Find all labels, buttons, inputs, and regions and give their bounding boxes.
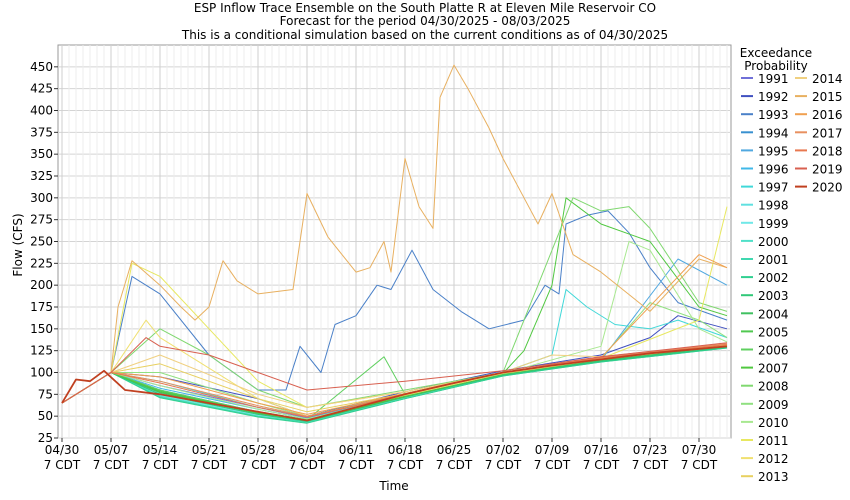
x-axis-label: Time — [378, 479, 408, 493]
series-line-2003 — [61, 346, 728, 422]
y-tick-label: 325 — [30, 169, 53, 183]
legend-label-2015: 2015 — [812, 90, 843, 104]
y-tick-label: 175 — [30, 300, 53, 314]
y-tick-label: 425 — [30, 82, 53, 96]
x-tick-label-tz: 7 CDT — [93, 458, 130, 472]
y-tick-label: 375 — [30, 125, 53, 139]
series-line-2019 — [61, 337, 728, 404]
chart-title-line-1: ESP Inflow Trace Ensemble on the South P… — [194, 1, 656, 15]
x-tick-label-date: 07/30 — [682, 443, 717, 457]
y-tick-label: 25 — [38, 431, 53, 445]
y-axis-label: Flow (CFS) — [11, 213, 25, 276]
legend-label-2012: 2012 — [758, 452, 789, 466]
x-tick-label-tz: 7 CDT — [240, 458, 277, 472]
y-tick-label: 150 — [30, 322, 53, 336]
x-tick-label-tz: 7 CDT — [632, 458, 669, 472]
x-tick-label-date: 05/28 — [241, 443, 276, 457]
y-tick-label: 300 — [30, 191, 53, 205]
chart-title-line-2: Forecast for the period 04/30/2025 - 08/… — [280, 14, 571, 28]
legend-label-2005: 2005 — [758, 325, 789, 339]
legend-label-2014: 2014 — [812, 72, 843, 86]
legend-label-1996: 1996 — [758, 163, 789, 177]
series-line-2015 — [61, 64, 728, 404]
x-tick-label-date: 05/21 — [192, 443, 227, 457]
legend-label-1998: 1998 — [758, 199, 789, 213]
x-tick-label-tz: 7 CDT — [191, 458, 228, 472]
legend: Exceedance Probability 1991 1992 1993 1994 1… — [740, 46, 843, 484]
legend-label-2020: 2020 — [812, 181, 843, 195]
series-line-2014 — [61, 343, 728, 408]
x-tick-label-date: 06/25 — [437, 443, 472, 457]
x-tick-label-tz: 7 CDT — [534, 458, 571, 472]
y-tick-label: 450 — [30, 60, 53, 74]
legend-title-line-1: Exceedance — [740, 46, 812, 60]
legend-label-1991: 1991 — [758, 72, 789, 86]
series-line-2016 — [61, 254, 728, 415]
x-tick-label-tz: 7 CDT — [142, 458, 179, 472]
legend-label-2000: 2000 — [758, 235, 789, 249]
legend-label-2018: 2018 — [812, 144, 843, 158]
legend-label-2017: 2017 — [812, 126, 843, 140]
y-tick-label: 350 — [30, 147, 53, 161]
x-tick-label-tz: 7 CDT — [485, 458, 522, 472]
y-tick-label: 250 — [30, 235, 53, 249]
legend-title-line-2: Probability — [744, 59, 807, 73]
y-tick-label: 75 — [38, 387, 53, 401]
chart-title-line-3: This is a conditional simulation based o… — [181, 28, 668, 42]
x-tick-label-tz: 7 CDT — [583, 458, 620, 472]
x-tick-label-date: 05/14 — [143, 443, 178, 457]
series-line-2011 — [61, 206, 728, 408]
x-tick-label-tz: 7 CDT — [387, 458, 424, 472]
y-axis: 25 50 75 100 125 150 175 200 225 250 275 300 325 350 3… — [30, 60, 58, 445]
x-tick-label-date: 06/04 — [290, 443, 325, 457]
legend-label-2009: 2009 — [758, 398, 789, 412]
x-tick-label-date: 07/23 — [633, 443, 668, 457]
legend-label-1995: 1995 — [758, 144, 789, 158]
legend-label-1999: 1999 — [758, 217, 789, 231]
series-line-2002 — [61, 347, 728, 424]
legend-label-2016: 2016 — [812, 108, 843, 122]
x-tick-label-date: 06/18 — [388, 443, 423, 457]
legend-label-2003: 2003 — [758, 289, 789, 303]
y-tick-label: 275 — [30, 213, 53, 227]
series-line-2020 — [61, 345, 728, 422]
x-tick-label-date: 04/30 — [45, 443, 80, 457]
legend-label-1993: 1993 — [758, 108, 789, 122]
x-tick-label-date: 07/09 — [535, 443, 570, 457]
x-tick-label-tz: 7 CDT — [338, 458, 375, 472]
legend-label-1992: 1992 — [758, 90, 789, 104]
y-tick-label: 400 — [30, 104, 53, 118]
y-tick-label: 225 — [30, 256, 53, 270]
legend-label-2004: 2004 — [758, 307, 789, 321]
y-tick-label: 50 — [38, 409, 53, 423]
y-tick-label: 100 — [30, 366, 53, 380]
legend-label-2010: 2010 — [758, 416, 789, 430]
x-tick-label-date: 07/16 — [584, 443, 619, 457]
x-tick-label-date: 05/07 — [94, 443, 129, 457]
series-line-2008 — [61, 197, 728, 408]
legend-label-2011: 2011 — [758, 434, 789, 448]
series-line-2017 — [61, 343, 728, 417]
legend-label-2019: 2019 — [812, 163, 843, 177]
x-tick-label-tz: 7 CDT — [44, 458, 81, 472]
series-group — [61, 64, 728, 424]
legend-label-2013: 2013 — [758, 470, 789, 484]
legend-label-2001: 2001 — [758, 253, 789, 267]
x-tick-label-tz: 7 CDT — [681, 458, 718, 472]
series-line-2007 — [61, 197, 728, 421]
legend-label-2007: 2007 — [758, 362, 789, 376]
x-tick-label-tz: 7 CDT — [436, 458, 473, 472]
legend-label-2008: 2008 — [758, 380, 789, 394]
legend-label-1994: 1994 — [758, 126, 789, 140]
x-tick-label-date: 07/02 — [486, 443, 521, 457]
y-tick-label: 125 — [30, 344, 53, 358]
x-tick-label-tz: 7 CDT — [289, 458, 326, 472]
legend-label-2006: 2006 — [758, 344, 789, 358]
legend-label-1997: 1997 — [758, 181, 789, 195]
x-tick-label-date: 06/11 — [339, 443, 374, 457]
y-tick-label: 200 — [30, 278, 53, 292]
legend-label-2002: 2002 — [758, 271, 789, 285]
